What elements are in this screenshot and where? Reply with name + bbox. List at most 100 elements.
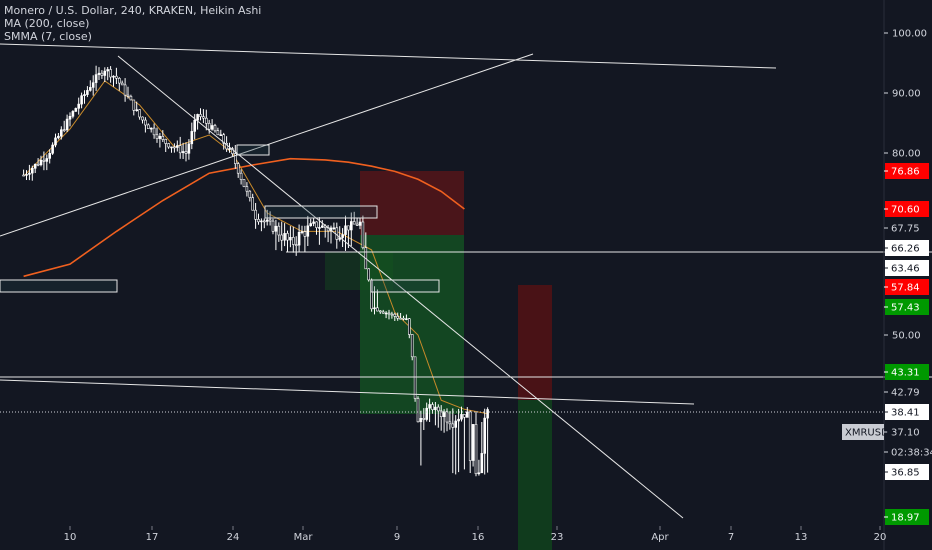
resistance-trendline[interactable]: [0, 43, 777, 69]
candle-body: [138, 109, 141, 118]
candle-body: [126, 94, 130, 97]
candle-body: [451, 423, 455, 428]
candle-body: [318, 227, 321, 229]
candle-body: [207, 123, 211, 130]
candle-body: [74, 108, 78, 112]
x-tick-label: 13: [795, 532, 808, 543]
candle-body: [118, 78, 121, 84]
candle-body: [59, 129, 63, 137]
candle-body: [265, 219, 269, 222]
candle-body: [280, 234, 284, 241]
price-tag-bg: [885, 384, 929, 400]
candle-body: [254, 209, 257, 220]
price-tags: 76.86 70.60 67.75 66.26 63.46 57.84 57.43 43.31…: [842, 163, 932, 525]
candle-body: [36, 163, 40, 166]
candle-body: [425, 407, 429, 420]
candle-body: [297, 232, 301, 246]
price-tag-bg: [885, 240, 929, 256]
candle-body: [396, 315, 400, 319]
candle-body: [393, 313, 397, 317]
falling-trendline[interactable]: [117, 55, 684, 519]
price-tag-label: 37.10: [891, 428, 920, 439]
price-tag-label: 66.26: [891, 244, 920, 255]
price-tag-bg: [885, 404, 929, 420]
price-scale: 100.00 90.00 80.00 50.00: [884, 29, 927, 342]
price-tag-bg: [885, 279, 929, 295]
price-tag-bg: [885, 260, 929, 276]
candle-body: [178, 145, 182, 154]
zone-box-2[interactable]: [264, 205, 378, 219]
candle-body: [228, 148, 231, 150]
zone-box-1[interactable]: [236, 144, 270, 156]
candle-body: [109, 69, 112, 78]
candle-body: [30, 168, 34, 174]
candle-body: [120, 82, 124, 86]
drawings-layer: [0, 43, 932, 519]
candle-body: [149, 127, 153, 130]
candle-body: [132, 99, 136, 111]
candle-body: [376, 307, 379, 312]
price-tag-label: 76.86: [891, 167, 920, 178]
candle-body: [193, 119, 196, 132]
ma-200-line: [23, 157, 465, 278]
candle-body: [147, 124, 150, 129]
zone-box-4[interactable]: [0, 279, 118, 293]
ma-legend-label: MA (200, close): [4, 17, 90, 30]
candle-body: [28, 172, 31, 175]
candles-layer: [22, 65, 489, 477]
descending-channel-line[interactable]: [0, 379, 695, 405]
candle-body: [262, 220, 266, 223]
candle-body: [402, 317, 405, 320]
candle-body: [135, 109, 138, 111]
candle-body: [80, 95, 83, 105]
candle-body: [480, 453, 484, 474]
candle-body: [54, 137, 57, 146]
smma-legend-label: SMMA (7, close): [4, 30, 92, 43]
symbol-label-bg: [842, 424, 884, 440]
candle-body: [199, 114, 202, 117]
candle-body: [460, 414, 463, 420]
time-scale: 10 17 24 Mar 9 16 23 Apr 7 13 20: [64, 526, 887, 543]
chart-legend: Monero / U.S. Dollar, 240, KRAKEN, Heiki…: [4, 4, 261, 43]
y-tick-label: 100.00: [892, 29, 927, 40]
candle-body: [471, 424, 475, 461]
candle-body: [474, 424, 478, 474]
candle-body: [45, 158, 49, 162]
candle-body: [468, 411, 472, 461]
candle-body: [170, 146, 173, 149]
candle-body: [97, 72, 101, 75]
candle-body: [390, 313, 394, 316]
candle-body: [219, 134, 223, 136]
y-tick-label: 50.00: [892, 331, 921, 342]
candle-body: [94, 74, 98, 83]
smma-7-line: [23, 80, 488, 415]
candle-body: [106, 69, 109, 72]
candle-body: [387, 312, 391, 315]
price-tag-label: 57.43: [891, 303, 920, 314]
candle-body: [335, 227, 339, 240]
candle-body: [164, 139, 167, 144]
candle-body: [144, 119, 147, 126]
candle-body: [457, 418, 460, 422]
candle-body: [123, 84, 127, 96]
x-tick-label: Mar: [294, 532, 314, 543]
zone-box-3[interactable]: [370, 279, 440, 293]
candle-body: [83, 94, 86, 97]
candle-body: [407, 318, 411, 335]
price-tag-bg: [885, 364, 929, 380]
candle-body: [277, 225, 281, 236]
price-tag-bg: [885, 424, 929, 440]
x-tick-label: 20: [874, 532, 887, 543]
candle-body: [129, 96, 133, 101]
candle-body: [291, 237, 295, 245]
x-tick-label: 23: [551, 532, 564, 543]
candle-body: [161, 136, 165, 140]
candle-body: [236, 163, 240, 174]
price-tag-label: 63.46: [891, 264, 920, 275]
candle-body: [268, 219, 272, 222]
candle-body: [57, 135, 60, 139]
candle-body: [344, 225, 347, 235]
candle-body: [309, 223, 313, 227]
price-tag-label: 43.31: [891, 368, 920, 379]
